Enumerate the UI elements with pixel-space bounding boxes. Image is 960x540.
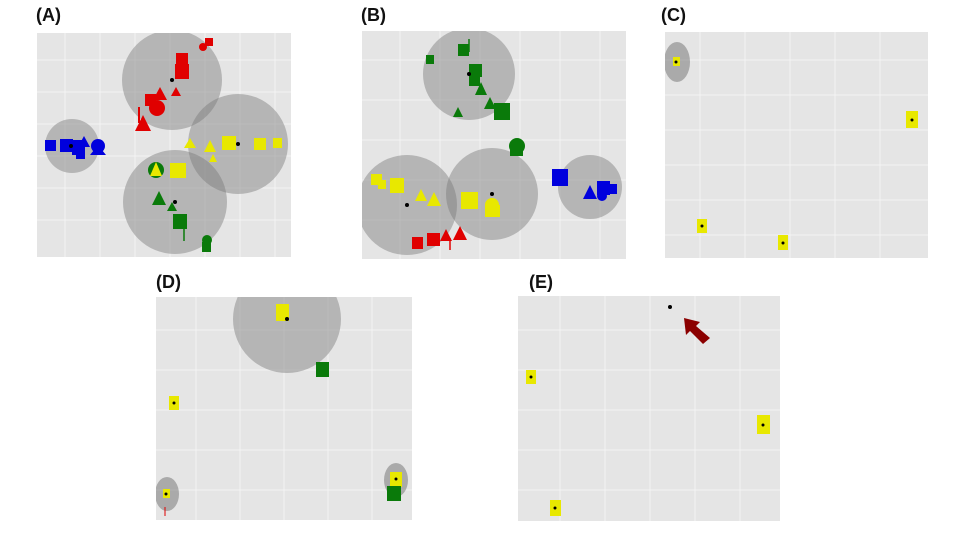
plot-area [362,31,626,259]
panel-a [37,33,291,257]
blue-square-marker [552,169,568,186]
red-square-marker [205,38,213,46]
green-square-marker [458,44,469,56]
panel-label-b: (B) [361,5,386,25]
blue-triangle-marker [583,185,597,199]
green-square-marker [426,55,434,64]
centroid-dot [781,241,785,245]
gridlines [156,297,412,520]
centroid-dot [553,506,557,510]
centroid-dot [467,72,471,76]
red-circle-marker [149,100,165,116]
green-triangle-marker [152,191,166,205]
yellow-square-marker [390,178,404,193]
green-square-marker [173,214,187,229]
green-square-marker [510,148,523,156]
yellow-triangle-marker [427,192,441,206]
centroid-dot [668,305,672,309]
green-square-marker [202,242,211,252]
green-square-marker [469,75,480,86]
panel-label-e: (E) [529,272,553,292]
centroid-dot [405,203,409,207]
green-triangle-marker [167,202,177,211]
centroid-dot [236,142,240,146]
yellow-square-marker [461,192,478,209]
red-triangle-marker [171,87,181,96]
green-square-marker [316,362,329,377]
red-square-marker [145,94,156,106]
panel-b [362,31,626,259]
yellow-square-marker [222,136,236,150]
yellow-square-marker [170,163,186,178]
centroid-dot [761,423,765,427]
panel-d [156,297,412,520]
yellow-triangle-marker [184,138,196,148]
arrow-icon [684,318,710,344]
centroid-dot [164,492,168,496]
centroid-dot [172,401,176,405]
gridlines [518,296,780,521]
yellow-square-marker [378,180,386,189]
red-circle-marker [199,43,207,51]
green-square-marker [494,103,510,120]
green-triangle-marker [484,97,496,109]
green-square-marker [469,64,482,77]
centroid-dot [910,118,914,122]
red-triangle-marker [153,87,167,100]
blue-square-marker [76,150,85,159]
red-square-marker [175,64,189,79]
panel-label-a: (A) [36,5,61,25]
red-triangle-marker [135,115,151,131]
centroid-dot [170,78,174,82]
red-square-marker [427,233,440,246]
red-triangle-marker [440,229,452,241]
yellow-square-marker [276,304,289,321]
yellow-square-marker [485,205,500,217]
panel-c [665,32,928,258]
centroid-dot [674,60,678,64]
blue-triangle-marker [78,136,90,147]
centroid-dot [700,224,704,228]
blue-square-marker [45,140,56,151]
panel-label-d: (D) [156,272,181,292]
blue-square-marker [607,184,617,194]
plot-area [665,32,928,258]
green-square-marker [387,486,401,501]
cluster-circle [233,297,341,373]
red-square-marker [176,53,188,67]
yellow-triangle-marker [150,162,162,176]
yellow-triangle-marker [204,140,216,152]
green-triangle-marker [475,82,487,95]
yellow-triangle-marker [209,154,217,162]
plot-area [518,296,780,521]
panel-label-c: (C) [661,5,686,25]
green-triangle-marker [453,107,463,117]
yellow-square-marker [273,138,282,148]
yellow-square-marker [254,138,266,150]
centroid-dot [285,317,289,321]
centroid-dot [173,200,177,204]
yellow-square-marker [371,174,382,185]
centroid-dot [529,375,533,379]
red-triangle-marker [453,226,467,240]
red-square-marker [412,237,423,249]
yellow-triangle-marker [415,189,427,201]
panel-e [518,296,780,521]
blue-circle-marker [597,191,607,201]
centroid-dot [490,192,494,196]
blue-square-marker [60,139,73,152]
centroid-dot [69,144,73,148]
blue-triangle-marker [90,145,106,155]
centroid-dot [394,477,398,481]
